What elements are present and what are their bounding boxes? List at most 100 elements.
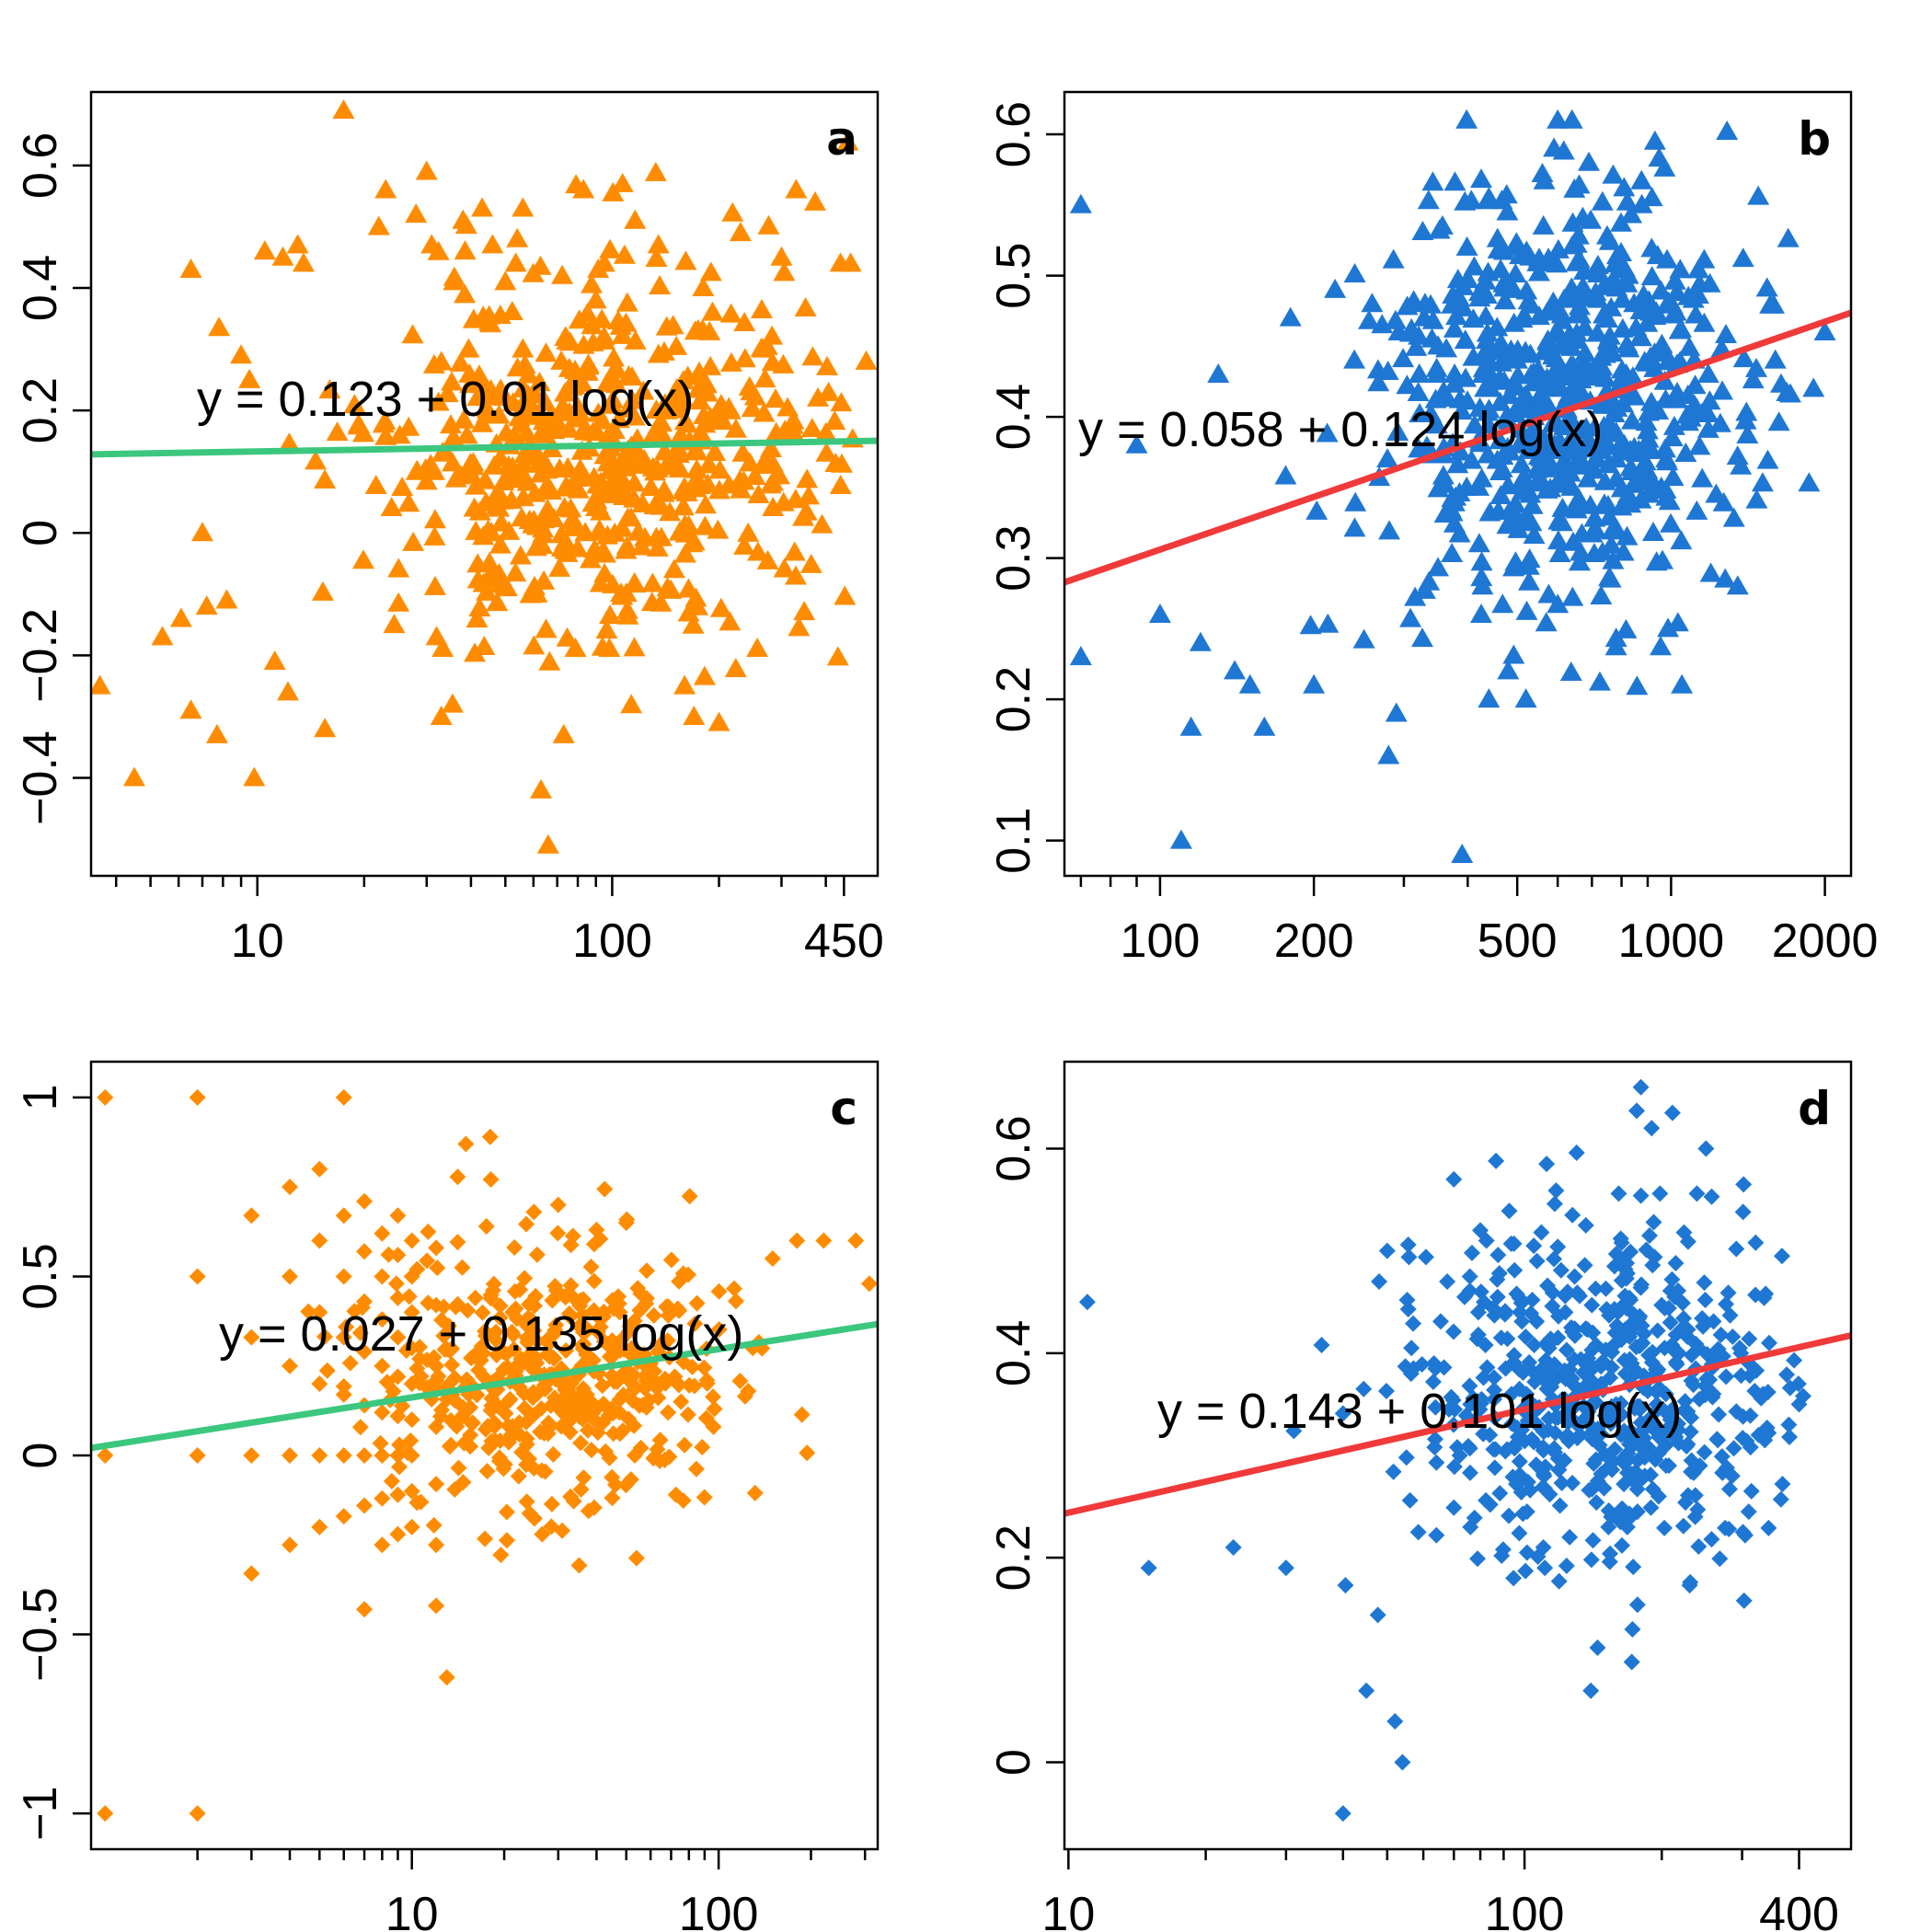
data-point xyxy=(1623,385,1646,406)
data-point xyxy=(1538,1156,1556,1173)
data-point xyxy=(589,572,612,592)
data-point xyxy=(739,452,762,472)
data-point xyxy=(374,1536,391,1554)
data-point xyxy=(428,1476,445,1493)
data-point xyxy=(620,1410,638,1428)
data-point xyxy=(534,1525,551,1543)
data-point xyxy=(1581,523,1604,543)
data-point xyxy=(1501,1202,1518,1220)
data-point xyxy=(815,1232,833,1249)
data-point xyxy=(497,1405,514,1422)
data-point xyxy=(1630,462,1653,482)
data-point xyxy=(1491,1485,1509,1502)
data-point xyxy=(462,1426,479,1443)
data-point xyxy=(455,424,478,444)
data-point xyxy=(764,1250,781,1267)
data-point xyxy=(1696,1443,1713,1461)
data-point xyxy=(1650,333,1673,353)
data-point xyxy=(1553,288,1576,308)
data-point xyxy=(282,1179,299,1196)
data-point xyxy=(1475,305,1498,326)
data-point xyxy=(1577,428,1600,448)
data-point xyxy=(815,442,838,462)
data-point xyxy=(679,1406,696,1423)
data-point xyxy=(431,638,454,658)
data-point xyxy=(1425,414,1448,434)
data-point xyxy=(1585,1455,1603,1472)
data-point xyxy=(1404,1361,1421,1378)
data-point xyxy=(761,453,784,473)
data-point xyxy=(1558,1283,1576,1301)
data-point xyxy=(282,1268,299,1285)
data-point xyxy=(1560,109,1583,129)
data-point xyxy=(1736,1526,1754,1544)
data-point xyxy=(711,410,734,431)
data-point xyxy=(497,454,520,475)
data-point xyxy=(470,1362,488,1379)
data-point xyxy=(765,388,788,408)
data-point xyxy=(631,492,654,512)
data-point xyxy=(566,1400,583,1418)
plot-frame xyxy=(89,90,880,878)
data-point xyxy=(1386,1713,1404,1731)
data-point xyxy=(1703,1531,1720,1548)
data-point xyxy=(580,1421,597,1439)
data-point xyxy=(399,1444,417,1462)
data-point xyxy=(454,1398,472,1416)
plot-frame xyxy=(1063,90,1853,878)
data-point xyxy=(773,261,796,282)
data-point xyxy=(454,1259,471,1276)
data-point xyxy=(826,646,849,666)
data-point xyxy=(1536,1559,1554,1577)
fit-equation: y = 0.123 + 0.01 log(x) xyxy=(197,372,694,427)
data-point xyxy=(1728,1403,1745,1420)
data-point xyxy=(1732,1367,1750,1385)
data-point xyxy=(611,1391,628,1409)
data-point xyxy=(1371,1273,1388,1291)
data-point xyxy=(528,372,551,392)
data-point xyxy=(721,201,744,222)
data-point xyxy=(486,592,509,612)
data-point xyxy=(1753,1389,1770,1407)
data-point xyxy=(480,522,503,542)
data-point xyxy=(1513,1421,1531,1439)
data-point xyxy=(383,1473,400,1490)
data-point xyxy=(554,539,577,559)
data-point xyxy=(477,1530,494,1547)
data-point xyxy=(1640,1226,1658,1244)
data-point xyxy=(1564,1475,1581,1492)
data-point xyxy=(707,519,730,539)
data-point xyxy=(521,1505,538,1523)
data-point xyxy=(817,381,840,401)
data-point xyxy=(1683,1347,1700,1364)
data-point xyxy=(587,402,610,422)
data-point xyxy=(611,172,634,192)
data-point xyxy=(1649,1322,1666,1340)
data-point xyxy=(430,705,453,725)
data-point xyxy=(401,324,424,344)
data-point xyxy=(671,1272,688,1290)
data-point xyxy=(1493,370,1516,390)
data-point xyxy=(1756,449,1779,469)
data-point xyxy=(1505,232,1528,252)
fit-line xyxy=(1064,1332,1851,1517)
data-point xyxy=(351,422,374,443)
data-point xyxy=(750,298,773,318)
data-point xyxy=(1525,1336,1543,1353)
data-point xyxy=(1563,387,1586,408)
data-point xyxy=(1518,548,1541,569)
data-point xyxy=(1696,418,1719,438)
y-tick-label: 0 xyxy=(14,1443,67,1469)
data-point xyxy=(803,190,826,211)
data-point xyxy=(1670,530,1693,550)
data-point xyxy=(1583,1341,1601,1359)
data-point xyxy=(860,1275,878,1293)
data-point xyxy=(403,1232,420,1249)
data-point xyxy=(1461,1464,1478,1481)
data-point xyxy=(1638,401,1661,421)
data-point xyxy=(1553,1475,1570,1492)
x-tick-label: 450 xyxy=(804,914,884,968)
data-point xyxy=(698,320,721,340)
data-point xyxy=(1403,1340,1420,1357)
data-point xyxy=(1598,230,1621,250)
